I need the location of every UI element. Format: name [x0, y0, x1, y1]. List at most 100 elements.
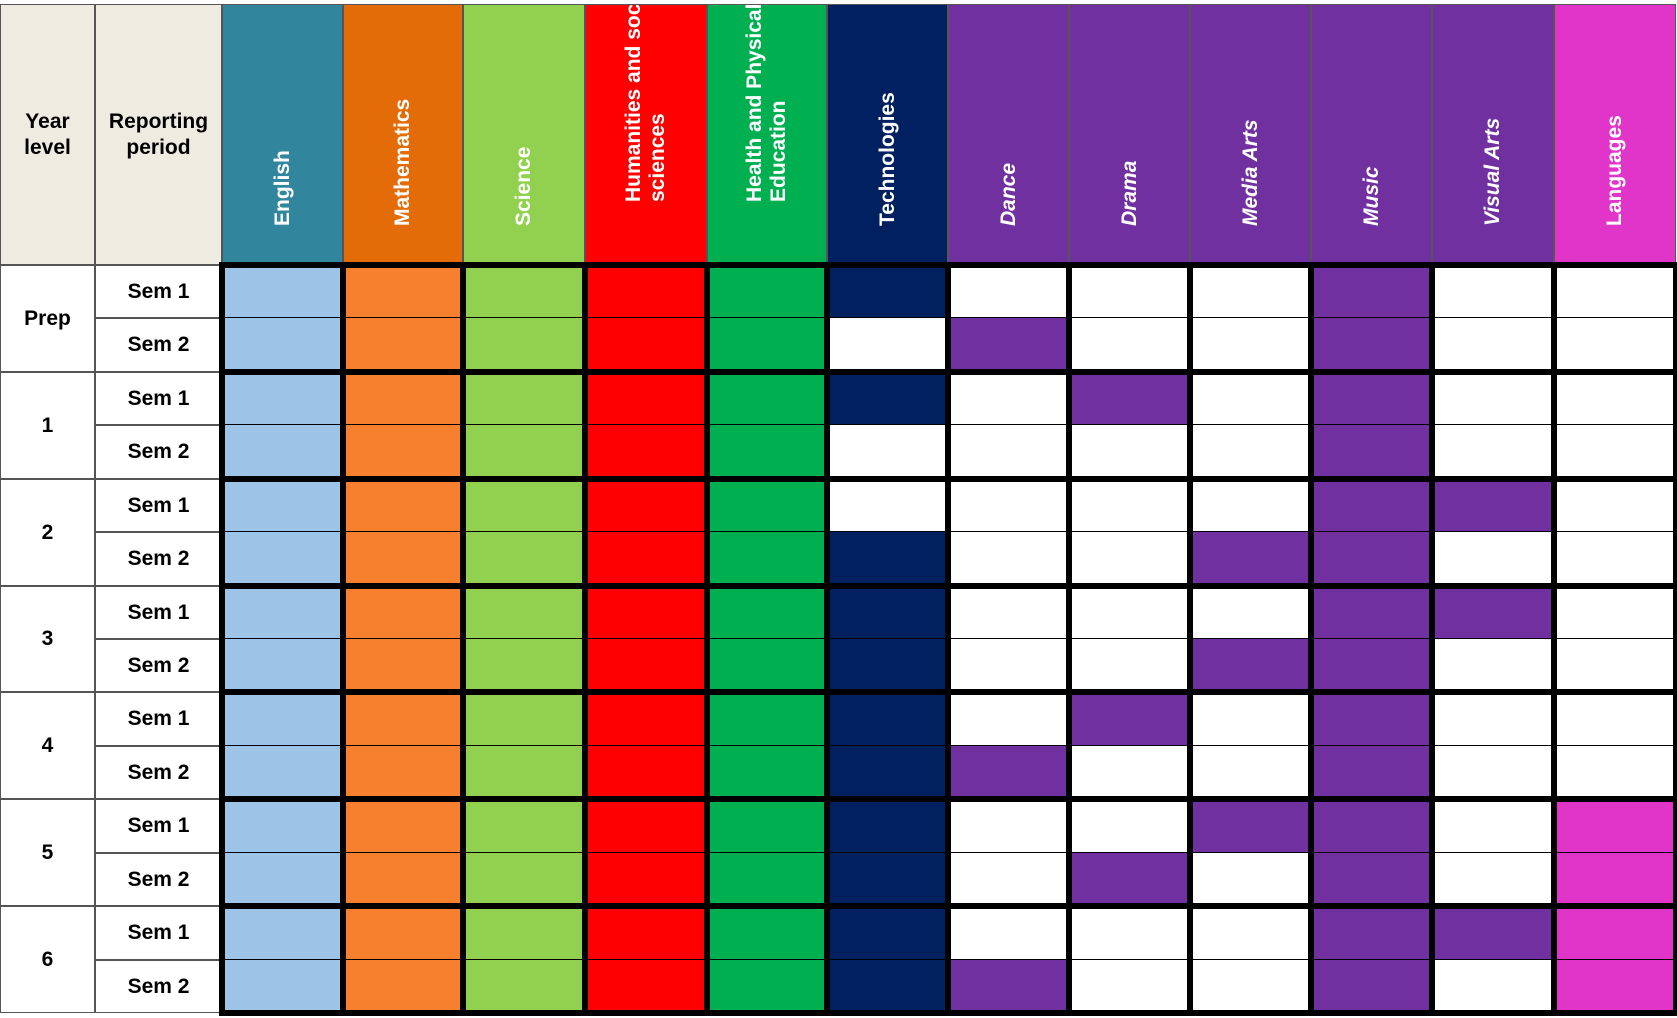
- schedule-cell: [343, 853, 463, 906]
- schedule-cell: [827, 960, 948, 1013]
- schedule-cell: [1311, 425, 1432, 479]
- schedule-cell: [1432, 532, 1554, 586]
- schedule-cell: [222, 799, 343, 853]
- schedule-cell: [463, 853, 585, 906]
- schedule-cell: [585, 372, 707, 425]
- schedule-cell: [707, 532, 827, 586]
- schedule-cell: [1190, 853, 1311, 906]
- schedule-cell: [222, 960, 343, 1013]
- year-level-cell: 6: [0, 906, 95, 1013]
- subject-header-health-and-physical-education: Health and Physical Education: [707, 4, 827, 265]
- schedule-cell: [1432, 799, 1554, 853]
- grid-line: [1187, 265, 1193, 1016]
- grid-line: [219, 265, 225, 1016]
- schedule-cell: [1554, 318, 1676, 372]
- schedule-cell: [1069, 479, 1190, 532]
- schedule-cell: [1311, 639, 1432, 692]
- schedule-cell: [585, 799, 707, 853]
- schedule-cell: [1554, 853, 1676, 906]
- schedule-cell: [1190, 586, 1311, 639]
- schedule-cell: [585, 746, 707, 799]
- schedule-cell: [585, 960, 707, 1013]
- schedule-cell: [948, 692, 1069, 746]
- schedule-cell: [463, 639, 585, 692]
- schedule-cell: [1554, 746, 1676, 799]
- schedule-cell: [222, 586, 343, 639]
- subject-header-label: Languages: [1602, 115, 1626, 226]
- subject-header-visual-arts: Visual Arts: [1432, 4, 1554, 265]
- schedule-cell: [1069, 639, 1190, 692]
- grid-line: [460, 265, 466, 1016]
- schedule-cell: [948, 425, 1069, 479]
- schedule-cell: [1069, 799, 1190, 853]
- schedule-cell: [463, 586, 585, 639]
- subject-header-label: English: [270, 150, 294, 226]
- schedule-cell: [1311, 799, 1432, 853]
- schedule-cell: [707, 906, 827, 960]
- grid-line: [340, 265, 346, 1016]
- grid-line: [219, 689, 1677, 695]
- grid-line: [219, 583, 1677, 589]
- schedule-cell: [1069, 532, 1190, 586]
- schedule-cell: [1432, 586, 1554, 639]
- subject-header-humanities-and-social-sciences: Humanities and social sciences: [585, 4, 707, 265]
- schedule-cell: [707, 960, 827, 1013]
- grid-line: [1429, 265, 1435, 1016]
- schedule-cell: [343, 479, 463, 532]
- schedule-cell: [1554, 960, 1676, 1013]
- schedule-cell: [948, 586, 1069, 639]
- schedule-cell: [707, 425, 827, 479]
- schedule-cell: [463, 318, 585, 372]
- schedule-cell: [343, 586, 463, 639]
- subject-header-languages: Languages: [1554, 4, 1676, 265]
- subject-header-label: Visual Arts: [1480, 117, 1504, 226]
- schedule-cell: [1311, 960, 1432, 1013]
- schedule-cell: [948, 906, 1069, 960]
- subject-header-label: Media Arts: [1238, 119, 1262, 226]
- schedule-cell: [948, 960, 1069, 1013]
- schedule-cell: [343, 318, 463, 372]
- subject-header-label: Technologies: [875, 92, 899, 226]
- schedule-cell: [463, 479, 585, 532]
- schedule-cell: [1069, 372, 1190, 425]
- schedule-cell: [463, 799, 585, 853]
- schedule-cell: [948, 265, 1069, 318]
- year-level-cell: 3: [0, 586, 95, 692]
- schedule-cell: [948, 639, 1069, 692]
- schedule-cell: [707, 479, 827, 532]
- schedule-cell: [463, 746, 585, 799]
- schedule-cell: [585, 532, 707, 586]
- schedule-cell: [1069, 425, 1190, 479]
- schedule-cell: [707, 586, 827, 639]
- schedule-cell: [827, 479, 948, 532]
- schedule-cell: [1069, 960, 1190, 1013]
- schedule-cell: [1554, 799, 1676, 853]
- schedule-cell: [343, 692, 463, 746]
- schedule-cell: [463, 960, 585, 1013]
- schedule-cell: [1554, 639, 1676, 692]
- schedule-cell: [463, 265, 585, 318]
- grid-line: [219, 903, 1677, 909]
- grid-line: [1673, 265, 1677, 1016]
- schedule-cell: [827, 532, 948, 586]
- reporting-period-cell: Sem 2: [95, 425, 222, 479]
- grid-line: [1308, 265, 1314, 1016]
- schedule-cell: [222, 532, 343, 586]
- schedule-cell: [707, 372, 827, 425]
- schedule-cell: [827, 372, 948, 425]
- schedule-cell: [343, 532, 463, 586]
- year-level-cell: Prep: [0, 265, 95, 372]
- schedule-cell: [827, 425, 948, 479]
- reporting-period-cell: Sem 1: [95, 586, 222, 639]
- year-level-cell: 1: [0, 372, 95, 479]
- schedule-cell: [1069, 265, 1190, 318]
- schedule-cell: [1554, 479, 1676, 532]
- schedule-cell: [827, 799, 948, 853]
- schedule-cell: [1432, 746, 1554, 799]
- schedule-cell: [1311, 318, 1432, 372]
- schedule-cell: [948, 799, 1069, 853]
- reporting-period-cell: Sem 1: [95, 372, 222, 425]
- schedule-cell: [1190, 479, 1311, 532]
- schedule-cell: [827, 692, 948, 746]
- reporting-period-cell: Sem 1: [95, 692, 222, 746]
